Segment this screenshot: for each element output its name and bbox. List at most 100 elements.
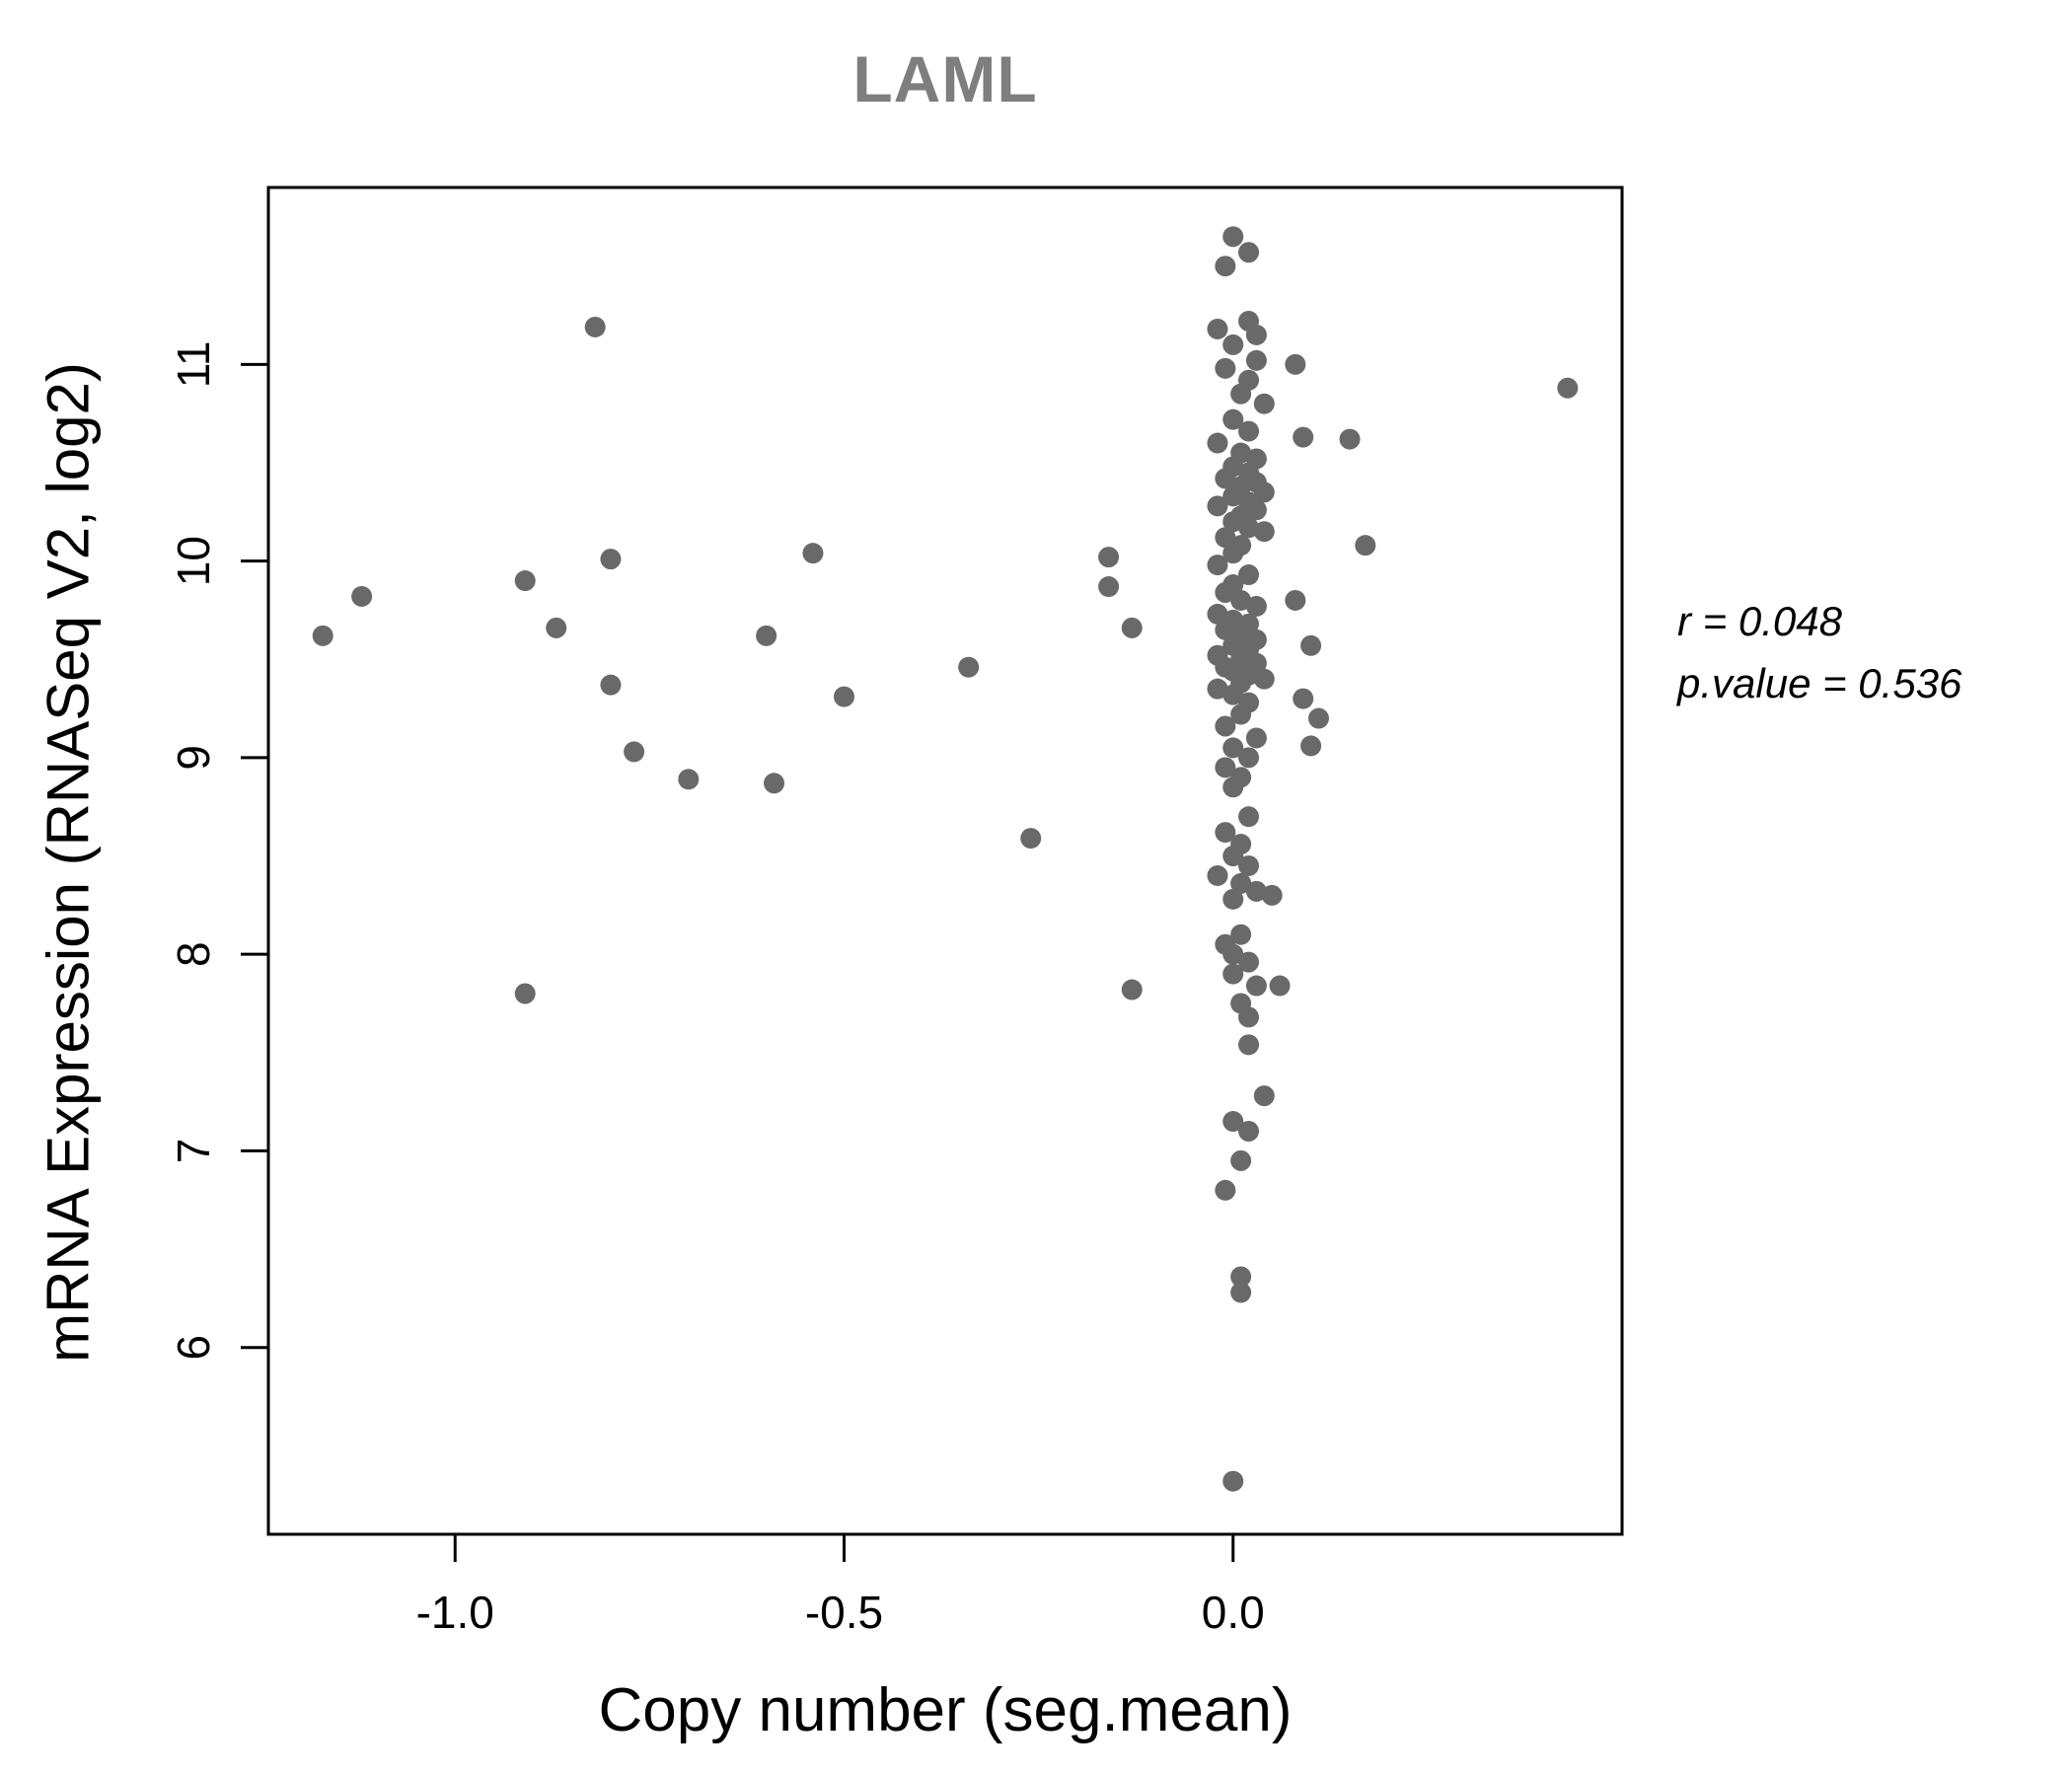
data-point <box>1207 678 1228 700</box>
data-point <box>1222 543 1244 564</box>
data-point <box>1207 555 1228 576</box>
data-point <box>1207 318 1228 339</box>
data-point <box>1230 924 1252 945</box>
data-point <box>1238 517 1260 539</box>
data-point <box>1215 581 1236 603</box>
y-tick-label: 6 <box>168 1335 219 1361</box>
x-tick-label: -1.0 <box>416 1587 494 1638</box>
data-point <box>1238 747 1260 769</box>
data-point <box>1238 1006 1260 1028</box>
data-point <box>1238 806 1260 828</box>
data-point <box>756 625 777 646</box>
data-point <box>1355 535 1376 556</box>
data-point <box>1222 1470 1244 1492</box>
data-point <box>1222 963 1244 985</box>
data-point <box>1293 688 1314 709</box>
data-point <box>600 549 622 570</box>
data-point <box>958 656 980 678</box>
data-point <box>1253 521 1275 543</box>
data-point <box>1222 684 1244 705</box>
data-point <box>1230 703 1252 725</box>
r-value-text: r = 0.048 <box>1677 598 1842 644</box>
data-point <box>1300 735 1322 757</box>
data-point <box>1253 393 1275 414</box>
p-value-text: p.value = 0.536 <box>1677 660 1962 706</box>
data-point <box>1215 527 1236 549</box>
data-point <box>1215 1179 1236 1201</box>
data-point <box>1238 854 1260 876</box>
data-point <box>1245 975 1267 997</box>
y-tick-label: 8 <box>168 941 219 967</box>
data-point <box>1253 481 1275 503</box>
data-point <box>514 570 536 592</box>
data-point <box>1238 564 1260 586</box>
data-point <box>1215 468 1236 489</box>
data-point <box>1253 1085 1275 1107</box>
data-point <box>1238 420 1260 442</box>
data-point <box>1285 353 1306 375</box>
data-point <box>1020 828 1042 850</box>
data-point <box>1238 1034 1260 1056</box>
data-point <box>312 625 333 646</box>
data-point <box>1245 880 1267 902</box>
data-point <box>1222 408 1244 430</box>
x-tick-label: -0.5 <box>805 1587 883 1638</box>
data-point <box>1230 1282 1252 1303</box>
data-point <box>1238 242 1260 263</box>
correlation-annotation: r = 0.048 p.value = 0.536 <box>1677 590 1961 714</box>
data-point <box>584 316 606 337</box>
data-point <box>1253 668 1275 690</box>
data-point <box>1222 485 1244 507</box>
data-point <box>1207 864 1228 886</box>
data-point <box>1215 357 1236 379</box>
data-point <box>1339 428 1361 450</box>
data-point <box>1215 256 1236 277</box>
y-tick-label: 11 <box>168 340 219 388</box>
data-point <box>1222 846 1244 867</box>
data-point <box>1245 349 1267 371</box>
data-point <box>1121 617 1143 638</box>
data-point <box>1238 1120 1260 1142</box>
data-point <box>1222 888 1244 910</box>
chart-title: LAML <box>852 42 1038 115</box>
data-point <box>1245 595 1267 617</box>
y-tick-label: 7 <box>168 1139 219 1164</box>
data-point <box>1215 619 1236 640</box>
data-point <box>1230 589 1252 611</box>
data-point <box>678 769 700 790</box>
data-point <box>1222 226 1244 248</box>
data-point <box>802 543 824 564</box>
data-point <box>351 585 373 607</box>
data-point <box>1238 951 1260 973</box>
data-point <box>1222 333 1244 355</box>
data-point <box>1245 727 1267 749</box>
data-point <box>1230 1149 1252 1171</box>
data-point <box>1230 383 1252 405</box>
data-point <box>1207 432 1228 454</box>
data-point <box>1222 1111 1244 1133</box>
data-point <box>1215 822 1236 844</box>
data-point <box>624 741 645 763</box>
y-tick-label: 9 <box>168 745 219 771</box>
data-point <box>1222 943 1244 965</box>
data-point <box>1215 757 1236 778</box>
data-point <box>1121 979 1143 1000</box>
data-point <box>1245 499 1267 521</box>
data-point <box>1098 547 1120 568</box>
data-point <box>1222 511 1244 533</box>
data-point <box>833 686 854 707</box>
data-point <box>1269 975 1291 997</box>
data-point <box>1230 872 1252 894</box>
data-point <box>1307 707 1329 729</box>
data-point <box>1222 737 1244 759</box>
data-point <box>1285 589 1306 611</box>
data-point <box>1557 377 1579 399</box>
data-point <box>1230 1266 1252 1288</box>
x-tick-label: 0.0 <box>1202 1587 1265 1638</box>
data-point <box>1300 634 1322 656</box>
data-point <box>1261 884 1283 906</box>
data-point <box>1215 715 1236 737</box>
data-point <box>1293 426 1314 448</box>
